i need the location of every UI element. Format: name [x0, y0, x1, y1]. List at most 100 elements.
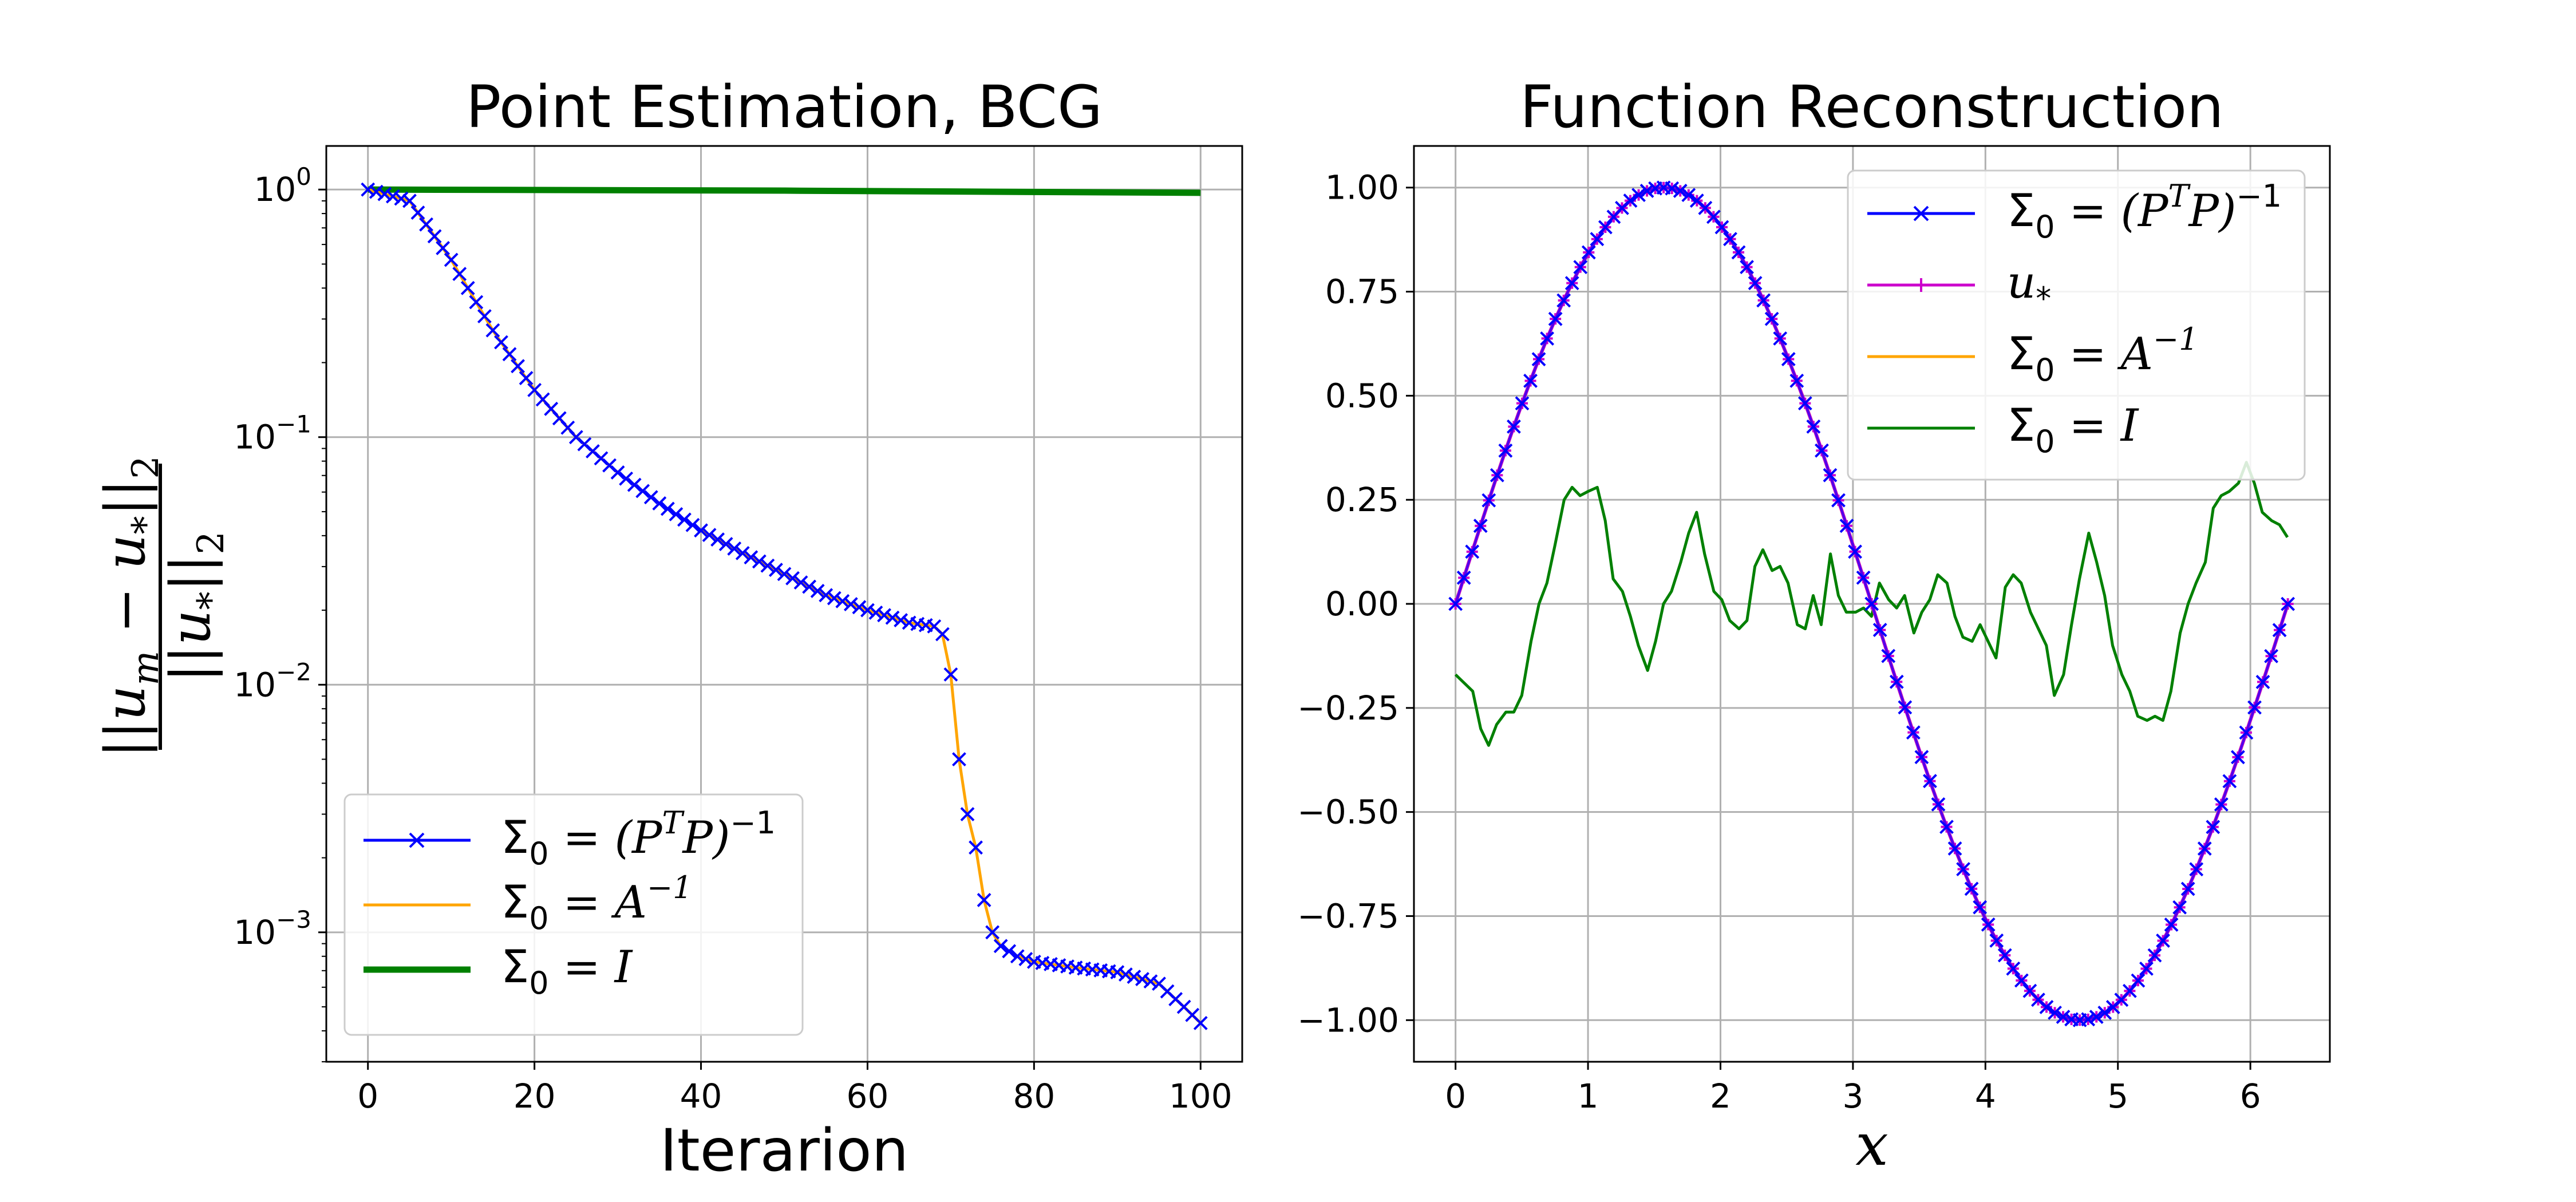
data-point-marker [436, 240, 451, 255]
legend-label: Σ0 = A−1 [2007, 321, 2199, 388]
legend-symbol: Σ [2007, 185, 2035, 237]
data-point-marker [1923, 774, 1937, 789]
data-point-marker [852, 600, 867, 615]
data-point-marker [735, 545, 750, 560]
data-point-marker [519, 371, 534, 385]
data-point-marker [2272, 623, 2287, 638]
data-point-marker [402, 193, 417, 208]
data-point-marker [1931, 797, 1946, 812]
y-tick-base: 10 [234, 665, 276, 704]
y-tick-label: 100 [254, 163, 311, 209]
data-point-marker [2006, 961, 2021, 976]
y-tick-exponent: −2 [276, 658, 311, 686]
y-tick-label: 1.00 [1325, 168, 1399, 207]
data-point-marker [369, 184, 384, 199]
data-point-marker [1898, 700, 1913, 715]
x-tick-label: 2 [1710, 1077, 1731, 1116]
x-tick-label: 60 [847, 1077, 889, 1116]
data-point-marker [885, 610, 900, 625]
data-point-marker [2014, 973, 2029, 988]
legend: Σ0 = (PTP)−1u*Σ0 = A−1Σ0 = I [1847, 169, 2306, 481]
data-point-marker [1465, 544, 1480, 559]
data-point-marker [2197, 841, 2212, 856]
legend-text: = I [549, 942, 634, 993]
legend-box [1847, 169, 2306, 481]
data-point-marker [1906, 725, 1921, 740]
legend-symbol: Σ [501, 812, 529, 864]
data-point-marker [2156, 934, 2170, 948]
data-point-marker [1731, 245, 1746, 260]
data-point-marker [727, 541, 742, 556]
legend-text: P) [2188, 185, 2237, 237]
data-point-marker [1773, 331, 1788, 346]
data-point-marker [394, 191, 409, 206]
data-point-marker [1914, 278, 1928, 292]
data-point-marker [1740, 260, 1754, 275]
data-point-marker [702, 528, 717, 543]
plot-frame [325, 145, 1243, 1063]
data-point-marker [1515, 396, 1530, 411]
data-point-marker [1673, 184, 1688, 198]
legend-text: = A [549, 877, 647, 928]
data-point-marker [1002, 944, 1017, 959]
data-point-marker [877, 608, 891, 623]
data-point-marker [610, 465, 625, 480]
data-point-marker [1448, 596, 1463, 611]
data-point-marker [1856, 570, 1871, 585]
data-point-marker [1573, 260, 1588, 275]
data-point-marker [710, 532, 725, 547]
legend-symbol: Σ [501, 942, 529, 993]
data-point-marker [802, 579, 817, 594]
legend-superscript: T [2168, 178, 2191, 214]
data-point-marker [977, 893, 991, 907]
legend-symbol: Σ [501, 877, 529, 928]
data-point-marker [2189, 862, 2204, 877]
series-group [361, 182, 1208, 1030]
data-point-marker [2230, 750, 2245, 765]
data-point-marker [1481, 493, 1496, 508]
legend-subscript: * [2036, 280, 2051, 317]
data-point-marker [752, 554, 767, 569]
data-point-marker [1964, 881, 1979, 896]
data-point-marker [477, 309, 492, 323]
series-2 [368, 186, 1201, 196]
chart-function-reconstruction: Function Reconstruction 0 1 2 3 4 5 61.000.750… [1297, 73, 2331, 1179]
data-point-marker [935, 627, 950, 642]
y-tick-label: 0.00 [1325, 584, 1399, 623]
data-point-marker [2247, 700, 2262, 715]
data-point-marker [627, 477, 642, 492]
x-tick-label: 80 [1013, 1077, 1055, 1116]
data-point-marker [1872, 623, 1887, 638]
data-point-marker [777, 567, 792, 582]
data-point-marker [1997, 948, 2012, 963]
data-point-marker [2089, 1010, 2104, 1024]
data-point-marker [835, 594, 850, 608]
data-point-marker [1756, 293, 1771, 308]
legend-symbol: Σ [2007, 329, 2035, 380]
x-tick-label: 0 [357, 1077, 378, 1116]
data-point-marker [1018, 952, 1033, 966]
data-point-marker [2039, 999, 2054, 1014]
data-point-marker [2139, 961, 2154, 976]
data-point-marker [2214, 797, 2229, 812]
data-point-marker [635, 484, 650, 499]
series-line [368, 186, 1201, 196]
data-point-marker [511, 359, 525, 374]
data-point-marker [444, 252, 459, 267]
data-point-marker [1881, 649, 1896, 663]
data-point-marker [793, 575, 808, 590]
x-tick-label: 100 [1169, 1077, 1232, 1116]
y-tick-label: 0.75 [1325, 272, 1399, 311]
series-group [1448, 180, 2296, 1027]
x-axis-label: Iterarion [660, 1117, 909, 1185]
data-point-marker [1010, 949, 1025, 964]
legend-text: = (P [2055, 185, 2169, 237]
data-point-marker [1456, 570, 1471, 585]
data-point-marker [2281, 596, 2296, 611]
y-tick-label: −1.00 [1297, 1001, 1399, 1039]
legend-label: Σ0 = (PTP)−1 [2007, 178, 2282, 245]
data-point-marker [1814, 443, 1829, 458]
data-point-marker [2206, 820, 2221, 835]
data-point-marker [2180, 881, 2195, 896]
